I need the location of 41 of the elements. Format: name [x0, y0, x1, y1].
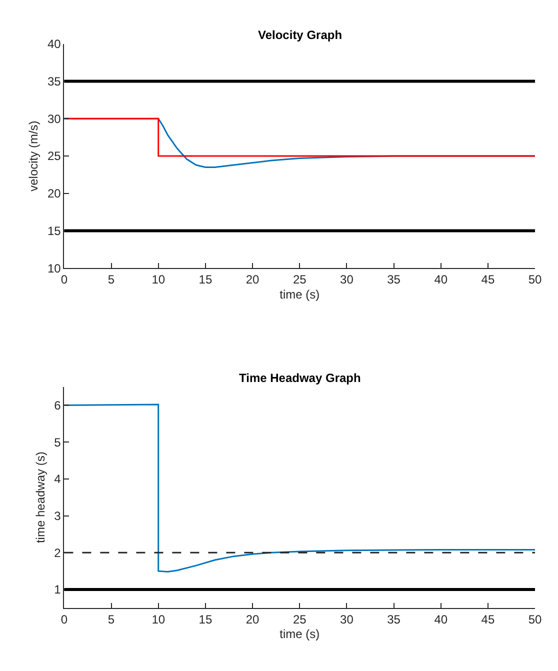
x-tick-label: 5	[108, 612, 115, 626]
y-tick-label: 4	[54, 472, 62, 486]
y-tick-label: 5	[54, 435, 62, 450]
chart-title: Velocity Graph	[258, 28, 342, 42]
y-tick-label: 25	[47, 149, 62, 164]
x-tick-label: 30	[340, 272, 354, 287]
y-axis-title: velocity (m/s)	[26, 120, 41, 192]
y-tick-label: 6	[54, 398, 62, 412]
y-tick-label: 3	[54, 508, 62, 523]
x-tick-label: 20	[246, 272, 260, 287]
x-tick-label: 25	[292, 272, 307, 287]
x-tick-label: 15	[198, 272, 212, 287]
y-tick-label: 40	[47, 37, 62, 52]
x-tick-label: 5	[108, 272, 115, 287]
y-tick-label: 2	[54, 546, 62, 560]
x-tick-label: 15	[198, 612, 212, 626]
x-axis-title: time (s)	[280, 287, 320, 302]
y-tick-label: 10	[47, 261, 62, 276]
y-tick-label: 20	[47, 186, 62, 201]
x-tick-label: 50	[528, 612, 542, 626]
x-tick-label: 10	[152, 612, 166, 626]
x-tick-label: 40	[434, 272, 448, 287]
x-tick-label: 0	[60, 272, 68, 287]
y-tick-label: 35	[47, 74, 62, 88]
y-tick-label: 1	[54, 582, 62, 597]
chart-title: Time Headway Graph	[239, 371, 361, 385]
y-tick-label: 30	[47, 112, 62, 126]
x-tick-label: 20	[246, 612, 260, 626]
x-tick-label: 45	[481, 612, 495, 626]
x-tick-label: 35	[387, 272, 401, 287]
x-tick-label: 30	[340, 612, 354, 626]
x-tick-label: 10	[152, 272, 166, 287]
x-tick-label: 25	[292, 612, 307, 626]
y-axis-title: time headway (s)	[33, 452, 48, 544]
x-tick-label: 45	[481, 272, 495, 287]
x-axis-title: time (s)	[280, 627, 320, 642]
x-tick-label: 40	[434, 612, 448, 626]
y-tick-label: 15	[47, 224, 62, 238]
x-tick-label: 35	[387, 612, 401, 626]
x-tick-label: 0	[60, 612, 68, 626]
x-tick-label: 50	[528, 272, 542, 287]
